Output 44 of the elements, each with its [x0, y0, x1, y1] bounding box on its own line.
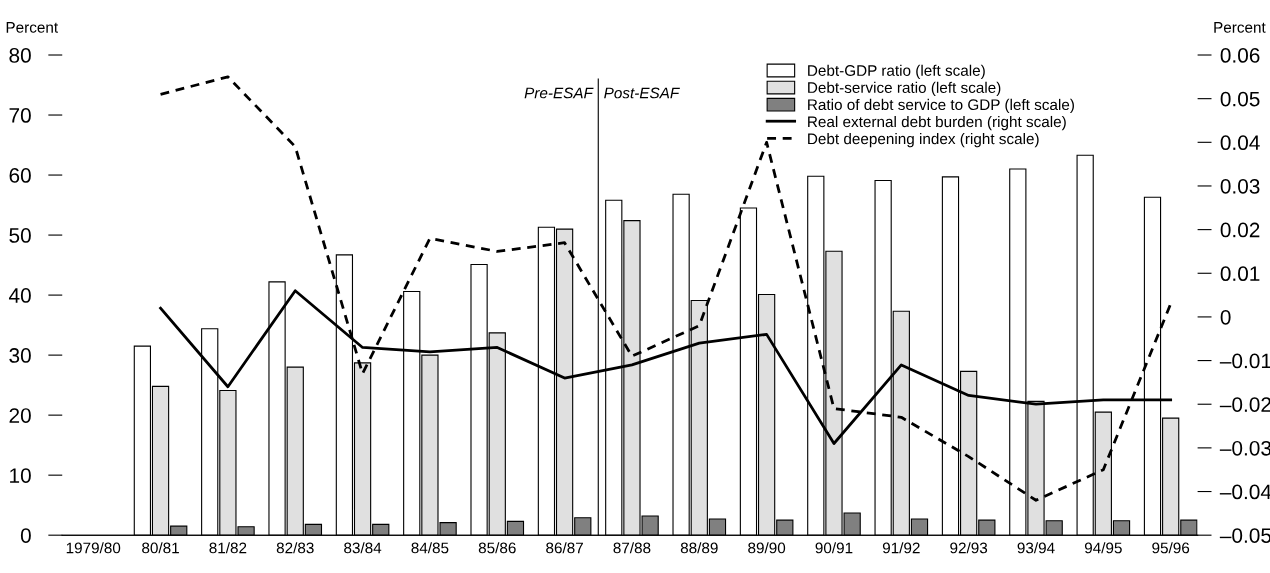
- y-tick-label: 40: [8, 288, 31, 303]
- y2-tick-label: 0.03: [1220, 178, 1260, 194]
- x-tick-label: 83/84: [344, 542, 382, 554]
- x-tick-label: 85/86: [478, 542, 516, 554]
- y-tick-label: 10: [10, 468, 31, 483]
- y-axis-title: Percent: [6, 22, 58, 33]
- y-tick-label: 70: [9, 108, 31, 123]
- y2-tick-label: 0: [1220, 309, 1231, 325]
- x-tick-label: 87/88: [613, 542, 651, 554]
- legend-label: Ratio of debt service to GDP (left scale): [808, 98, 1074, 114]
- x-tick-label: 1979/80: [66, 542, 121, 554]
- y2-tick-label: 0.02: [1220, 222, 1260, 238]
- legend-label: Debt-GDP ratio (left scale): [808, 64, 985, 79]
- y-tick-label: 30: [9, 348, 31, 363]
- annotation: Post-ESAF: [604, 87, 680, 99]
- x-tick-label: 82/83: [276, 542, 314, 554]
- x-tick-label: 84/85: [411, 542, 449, 554]
- x-tick-label: 91/92: [882, 542, 920, 554]
- y-tick-label: 60: [9, 168, 31, 183]
- x-tick-label: 94/95: [1084, 542, 1122, 554]
- legend-label: Real external debt burden (right scale): [808, 115, 1066, 131]
- y2-tick-label: 0.05: [1220, 91, 1260, 107]
- y-tick-label: 80: [9, 48, 31, 63]
- annotation: Pre-ESAF: [524, 87, 594, 99]
- x-tick-label: 81/82: [209, 542, 247, 554]
- legend-label: Debt deepening index (right scale): [808, 133, 1039, 148]
- y2-tick-label: 0.06: [1220, 48, 1260, 63]
- y2-tick-label: 0.01: [1220, 266, 1260, 282]
- y2-tick-label: 0.04: [1220, 135, 1260, 151]
- x-tick-label: 80/81: [142, 542, 179, 554]
- legend-label: Debt-service ratio (left scale): [808, 81, 1001, 97]
- y-tick-label: 50: [9, 228, 31, 243]
- x-tick-label: 92/93: [950, 542, 988, 554]
- x-tick-label: 86/87: [546, 542, 583, 554]
- x-tick-label: 95/96: [1152, 542, 1190, 554]
- y2-axis-title: Percent: [1214, 22, 1266, 33]
- y2-tick-label: –0.02: [1219, 397, 1270, 412]
- x-tick-label: 89/90: [748, 542, 786, 554]
- x-tick-label: 88/89: [680, 542, 718, 554]
- y-tick-label: 20: [9, 408, 31, 423]
- x-tick-label: 93/94: [1017, 542, 1055, 554]
- y-tick-label: 0: [20, 528, 31, 543]
- y2-tick-label: –0.01: [1219, 353, 1270, 369]
- x-tick-label: 90/91: [815, 542, 853, 554]
